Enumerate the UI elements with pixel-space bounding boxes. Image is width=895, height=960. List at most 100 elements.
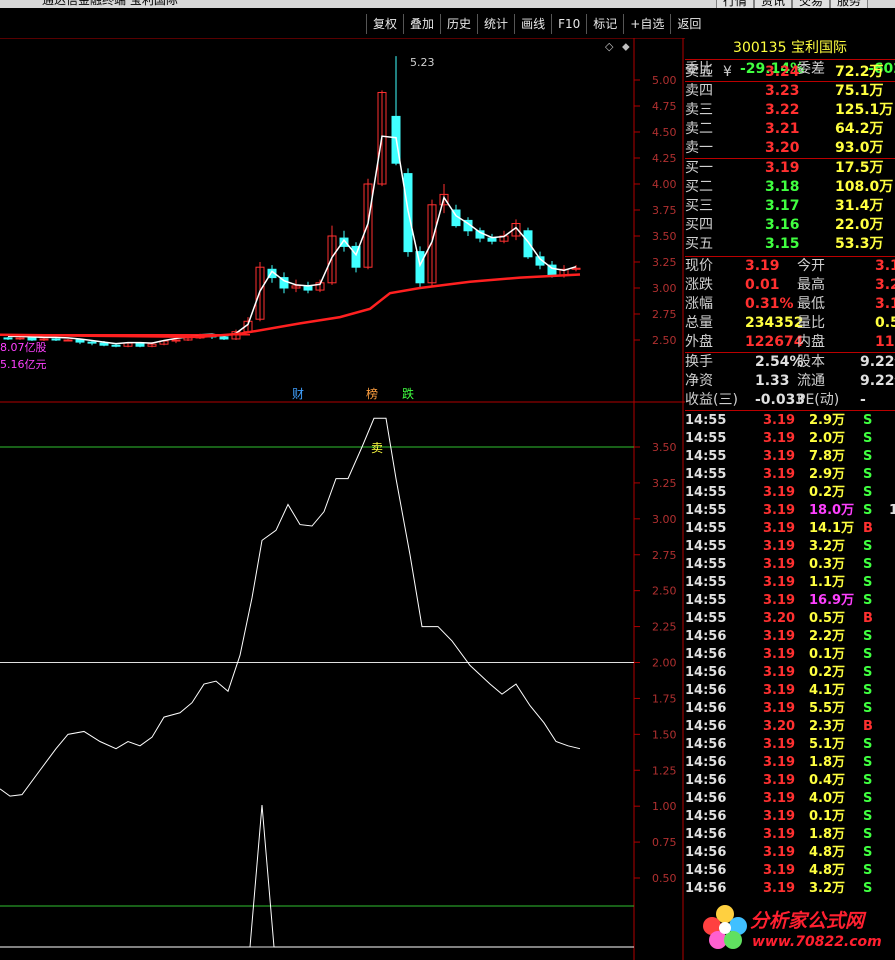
tick-row[interactable]: 14:56 3.19 0.4万 S [685, 772, 895, 790]
tick-time: 14:55 [685, 557, 727, 572]
menu-jiaoyi[interactable]: 交易 [792, 0, 831, 8]
menu-hangqing[interactable]: 行情 [716, 0, 755, 8]
tick-direction: S [863, 701, 873, 716]
tick-row[interactable]: 14:55 3.19 2.9万 S [685, 412, 895, 430]
tick-row[interactable]: 14:55 3.19 0.2万 S [685, 484, 895, 502]
mark-button[interactable]: 标记 [586, 14, 623, 34]
f10-button[interactable]: F10 [551, 14, 586, 34]
sell-label: 卖三 [685, 102, 713, 118]
sell-price: 3.21 [765, 121, 800, 137]
buy-row[interactable]: 买五 3.15 53.3万 [685, 235, 895, 254]
tick-row[interactable]: 14:56 3.19 5.5万 S [685, 700, 895, 718]
candle [377, 91, 387, 185]
add-watchlist-button[interactable]: +自选 [623, 14, 670, 34]
fund-row[interactable]: 收益(三) -0.033 PE(动) - [685, 391, 895, 410]
stat-label: 现价 [685, 258, 713, 274]
fund-row[interactable]: 净资 1.33 流通 9.22亿 [685, 372, 895, 391]
buy-row[interactable]: 买二 3.18 108.0万 [685, 178, 895, 197]
fund-label: 股本 [797, 354, 825, 370]
ytick-label: 4.75 [652, 100, 677, 113]
tick-volume: 5.1万 [809, 737, 846, 752]
tick-row[interactable]: 14:56 3.19 1.8万 S [685, 754, 895, 772]
tick-row[interactable]: 14:55 3.19 16.9万 S [685, 592, 895, 610]
stat-row[interactable]: 涨幅 0.31% 最低 3.1 [685, 295, 895, 314]
tick-row[interactable]: 14:55 3.20 0.5万 B [685, 610, 895, 628]
tick-row[interactable]: 14:56 3.19 4.8万 S [685, 844, 895, 862]
tick-extra: 1 [889, 503, 895, 518]
chart-area[interactable]: 5.00 4.75 4.50 4.25 4.00 3.75 3.50 3.25 3.00 2.75… [0, 38, 685, 960]
marker-cai[interactable]: 财 [292, 387, 304, 401]
overlay-button[interactable]: 叠加 [403, 14, 440, 34]
tick-price: 3.19 [763, 791, 796, 806]
ytick-label: 3.50 [652, 230, 677, 243]
stat-row[interactable]: 现价 3.19 今开 3.1 [685, 257, 895, 276]
marker-bang[interactable]: 榜 [366, 386, 378, 401]
spike-line [0, 804, 634, 948]
sell-row[interactable]: 卖四 3.23 75.1万 [685, 82, 895, 101]
tick-row[interactable]: 14:55 3.19 14.1万 B [685, 520, 895, 538]
fuquan-button[interactable]: 复权 [366, 14, 403, 34]
tick-row[interactable]: 14:55 3.19 0.3万 S [685, 556, 895, 574]
tick-row[interactable]: 14:56 3.19 3.2万 S [685, 880, 895, 898]
ind-ytick-label: 0.50 [652, 872, 677, 885]
tick-row[interactable]: 14:56 3.19 0.1万 S [685, 808, 895, 826]
tick-row[interactable]: 14:56 3.19 1.8万 S [685, 826, 895, 844]
fund-value: 9.22亿 [860, 373, 895, 389]
fund-row[interactable]: 换手 2.54%股本 9.22亿 [685, 353, 895, 372]
chart-toolbar: 复权 叠加 历史 统计 画线 F10 标记 +自选 返回 [366, 14, 707, 36]
stat-row[interactable]: 涨跌 0.01 最高 3.2 [685, 276, 895, 295]
tick-row[interactable]: 14:55 3.19 2.0万 S [685, 430, 895, 448]
tick-row[interactable]: 14:55 3.19 7.8万 S [685, 448, 895, 466]
tick-row[interactable]: 14:55 3.19 18.0万 S 1 [685, 502, 895, 520]
tick-row[interactable]: 14:56 3.20 2.3万 B [685, 718, 895, 736]
sell-row[interactable]: 卖二 3.21 64.2万 [685, 120, 895, 139]
tick-price: 3.19 [763, 809, 796, 824]
caret-icon[interactable]: ⬥ [622, 40, 630, 53]
diamond-icon[interactable]: ◇ [605, 40, 614, 53]
sell-row[interactable]: 卖一 3.20 93.0万 [685, 139, 895, 158]
tick-direction: S [863, 791, 873, 806]
stat-value: 122674 [745, 334, 804, 350]
tick-time: 14:56 [685, 881, 727, 896]
ytick-label: 3.00 [652, 282, 677, 295]
history-button[interactable]: 历史 [440, 14, 477, 34]
tick-row[interactable]: 14:56 3.19 4.8万 S [685, 862, 895, 880]
buy-row[interactable]: 买三 3.17 31.4万 [685, 197, 895, 216]
tick-time: 14:56 [685, 863, 727, 878]
stats-button[interactable]: 统计 [477, 14, 514, 34]
tick-volume: 4.8万 [809, 863, 846, 878]
stat-label: 今开 [797, 258, 825, 274]
stat-value: 3.1 [875, 258, 895, 274]
ytick-label: 2.75 [652, 308, 677, 321]
tick-direction: S [863, 665, 873, 680]
flower-logo-icon [703, 905, 747, 949]
tick-row[interactable]: 14:55 3.19 2.9万 S [685, 466, 895, 484]
tick-row[interactable]: 14:56 3.19 4.0万 S [685, 790, 895, 808]
tick-row[interactable]: 14:55 3.19 1.1万 S [685, 574, 895, 592]
draw-line-button[interactable]: 画线 [514, 14, 551, 34]
back-button[interactable]: 返回 [670, 14, 707, 34]
divider [685, 81, 895, 82]
tick-row[interactable]: 14:56 3.19 2.2万 S [685, 628, 895, 646]
candle [427, 204, 437, 284]
menu-zixun[interactable]: 资讯 [754, 0, 793, 8]
tick-row[interactable]: 14:56 3.19 0.1万 S [685, 646, 895, 664]
menu-fuwu[interactable]: 服务 [830, 0, 869, 8]
stat-value: 3.1 [875, 296, 895, 312]
ytick-label: 4.00 [652, 178, 677, 191]
tick-volume: 0.2万 [809, 665, 846, 680]
tick-row[interactable]: 14:55 3.19 3.2万 S [685, 538, 895, 556]
tick-row[interactable]: 14:56 3.19 0.2万 S [685, 664, 895, 682]
stat-row[interactable]: 总量 234352 量比 0.5 [685, 314, 895, 333]
tick-time: 14:56 [685, 755, 727, 770]
tick-row[interactable]: 14:56 3.19 5.1万 S [685, 736, 895, 754]
marker-die[interactable]: 跌 [402, 386, 414, 401]
sell-row[interactable]: 卖五 3.24 72.2万 ¥ [685, 63, 895, 82]
tick-row[interactable]: 14:56 3.19 4.1万 S [685, 682, 895, 700]
buy-row[interactable]: 买四 3.16 22.0万 [685, 216, 895, 235]
buy-label: 买一 [685, 160, 713, 176]
sell-row[interactable]: 卖三 3.22 125.1万 [685, 101, 895, 120]
tick-time: 14:55 [685, 467, 727, 482]
buy-row[interactable]: 买一 3.19 17.5万 [685, 159, 895, 178]
